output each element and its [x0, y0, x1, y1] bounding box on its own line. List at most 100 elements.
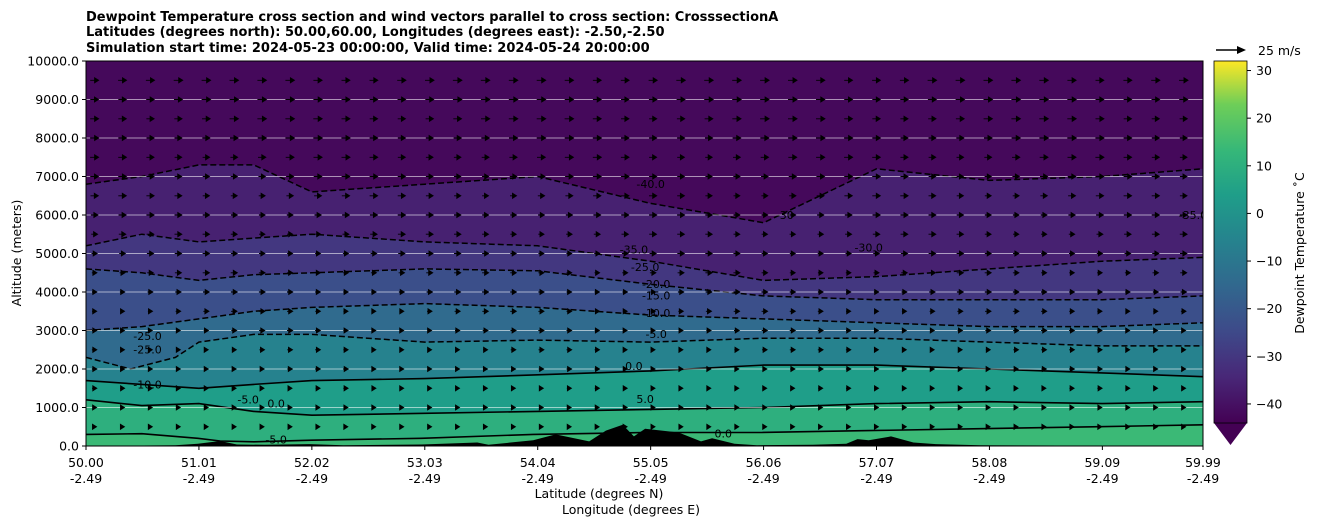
- wind-vector: [1041, 288, 1048, 296]
- wind-vector: [1040, 192, 1049, 200]
- wind-vector: [955, 96, 966, 103]
- wind-vector: [315, 269, 322, 277]
- wind-vector: [955, 115, 966, 123]
- wind-vector: [1041, 384, 1047, 392]
- wind-vector: [1011, 134, 1022, 142]
- wind-vector: [481, 134, 491, 142]
- wind-vector: [956, 269, 965, 277]
- wind-vector: [1013, 230, 1020, 238]
- wind-vector: [789, 269, 797, 277]
- contour-label: -25.0: [133, 330, 161, 343]
- wind-vector: [789, 288, 797, 296]
- wind-vector: [1125, 404, 1131, 411]
- wind-vector: [872, 230, 881, 238]
- wind-vector: [762, 384, 768, 392]
- wind-vector: [482, 327, 489, 334]
- wind-vector: [816, 134, 826, 142]
- wind-vector: [622, 327, 628, 334]
- colorbar-frame: [1213, 60, 1248, 424]
- wind-vector: [1125, 307, 1131, 315]
- wind-vector: [1179, 134, 1188, 142]
- wind-vector: [732, 115, 742, 123]
- colorbar-label: Dewpoint Temperature ˚C: [1292, 172, 1307, 334]
- wind-vector: [119, 288, 126, 296]
- wind-vector: [1180, 269, 1188, 277]
- wind-vector: [761, 211, 769, 219]
- wind-vector: [313, 96, 324, 103]
- wind-vector: [706, 384, 712, 392]
- wind-vector: [453, 134, 463, 142]
- wind-vector: [454, 269, 462, 277]
- wind-vector: [230, 230, 239, 238]
- wind-vector: [566, 365, 573, 373]
- wind-vector: [230, 173, 239, 180]
- y-tick-label: 7000.0: [35, 169, 79, 184]
- wind-vector: [704, 96, 715, 103]
- wind-vector: [677, 211, 686, 219]
- quiver-key-label: 25 m/s: [1258, 43, 1301, 58]
- wind-vector: [455, 327, 461, 334]
- contour-label: -5.0: [265, 434, 286, 447]
- wind-vector: [872, 115, 882, 123]
- wind-vector: [1097, 384, 1103, 392]
- wind-vector: [1069, 269, 1076, 277]
- wind-vector: [565, 211, 574, 219]
- wind-vector: [874, 384, 880, 392]
- wind-vector: [648, 76, 659, 84]
- wind-vector: [259, 423, 265, 431]
- wind-vector: [733, 307, 741, 315]
- quiver-key-arrow-head: [1237, 46, 1246, 54]
- wind-vector: [1041, 423, 1047, 431]
- wind-vector: [650, 384, 656, 392]
- wind-vector: [564, 134, 575, 142]
- wind-vector: [510, 307, 518, 315]
- wind-vector: [845, 230, 853, 238]
- wind-vector: [147, 327, 154, 334]
- wind-vector: [873, 288, 880, 296]
- wind-vector: [231, 327, 238, 334]
- wind-vector: [873, 423, 880, 431]
- x-tick-label-lon: -2.49: [860, 471, 892, 486]
- wind-vector: [145, 76, 156, 84]
- wind-vector: [1013, 423, 1019, 431]
- wind-vector: [399, 423, 405, 431]
- wind-vector: [483, 346, 489, 354]
- wind-vector: [1123, 153, 1133, 161]
- wind-vector: [818, 384, 824, 392]
- wind-vector: [845, 250, 853, 257]
- wind-vector: [425, 211, 434, 219]
- wind-vector: [566, 307, 573, 315]
- wind-vector: [398, 250, 406, 257]
- wind-vector: [705, 173, 713, 180]
- wind-vector: [734, 423, 740, 431]
- contour-label: 0.0: [267, 398, 285, 411]
- wind-vector: [678, 346, 684, 354]
- wind-vector: [790, 423, 796, 431]
- wind-vector: [872, 173, 882, 180]
- wind-vector: [120, 384, 126, 392]
- wind-vector: [452, 96, 463, 103]
- wind-vector: [1013, 384, 1019, 392]
- wind-vector: [846, 327, 852, 334]
- wind-vector: [341, 153, 351, 161]
- wind-vector: [874, 404, 880, 411]
- wind-vector: [452, 76, 463, 84]
- wind-vector: [1013, 365, 1019, 373]
- wind-vector: [536, 96, 547, 103]
- wind-vector: [1125, 423, 1131, 431]
- wind-vector: [538, 250, 545, 257]
- x-tick-label-lon: -2.49: [634, 471, 666, 486]
- y-tick-label: 6000.0: [35, 208, 79, 223]
- wind-vector: [230, 250, 239, 257]
- wind-vector: [705, 250, 714, 257]
- wind-vector: [650, 404, 656, 411]
- wind-vector: [510, 327, 517, 334]
- wind-vector: [789, 192, 797, 200]
- wind-vector: [733, 153, 742, 161]
- wind-vector: [538, 365, 545, 373]
- wind-vector: [566, 404, 573, 411]
- wind-vector: [649, 211, 658, 219]
- wind-vector: [426, 269, 434, 277]
- wind-vector: [706, 365, 712, 373]
- contour-label: -25.0: [133, 344, 161, 357]
